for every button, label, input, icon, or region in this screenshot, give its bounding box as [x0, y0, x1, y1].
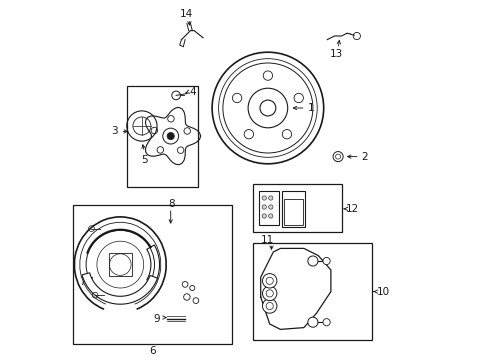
- Text: 7: 7: [80, 276, 86, 287]
- Bar: [253, 243, 371, 340]
- Circle shape: [262, 214, 266, 218]
- Text: 13: 13: [329, 49, 342, 59]
- Text: 2: 2: [361, 152, 367, 162]
- Text: 8: 8: [168, 199, 175, 209]
- Text: 3: 3: [111, 126, 118, 136]
- Circle shape: [307, 317, 317, 327]
- Bar: [127, 86, 197, 187]
- Text: 9: 9: [153, 314, 160, 324]
- Bar: [73, 205, 231, 344]
- Text: 6: 6: [149, 346, 156, 356]
- Text: 11: 11: [261, 235, 274, 245]
- Circle shape: [262, 205, 266, 209]
- Circle shape: [322, 257, 329, 265]
- Circle shape: [307, 256, 317, 266]
- Text: 1: 1: [307, 103, 313, 113]
- Circle shape: [293, 93, 303, 103]
- Circle shape: [262, 286, 276, 301]
- Text: 10: 10: [376, 287, 389, 297]
- Polygon shape: [82, 273, 157, 304]
- Circle shape: [232, 93, 241, 103]
- Text: 12: 12: [346, 204, 359, 214]
- Bar: [284, 199, 302, 225]
- Bar: [282, 191, 304, 227]
- Circle shape: [262, 299, 276, 313]
- Circle shape: [260, 100, 275, 116]
- Circle shape: [268, 214, 272, 218]
- Circle shape: [282, 130, 291, 139]
- Circle shape: [263, 71, 272, 80]
- Circle shape: [268, 205, 272, 209]
- Circle shape: [262, 274, 276, 288]
- Circle shape: [167, 132, 174, 140]
- Bar: [258, 191, 278, 225]
- Circle shape: [244, 130, 253, 139]
- Bar: [253, 184, 341, 232]
- Text: 5: 5: [141, 155, 147, 165]
- Circle shape: [322, 319, 329, 326]
- Text: 14: 14: [180, 9, 193, 19]
- Bar: [108, 253, 132, 276]
- Text: 4: 4: [189, 87, 196, 97]
- Circle shape: [268, 196, 272, 200]
- Circle shape: [262, 196, 266, 200]
